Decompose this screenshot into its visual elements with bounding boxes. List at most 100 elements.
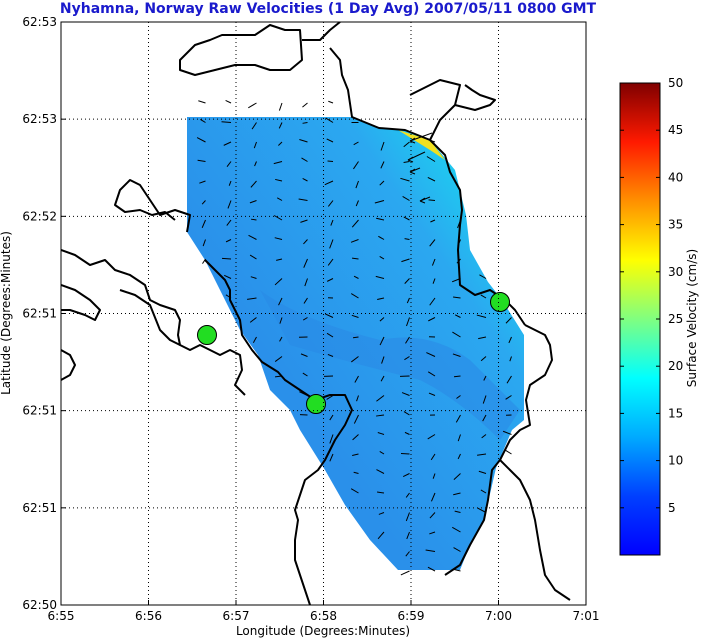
velocity-arrow	[327, 200, 334, 207]
velocity-arrow	[202, 239, 206, 247]
colorbar-ticks: 5 10 15 20 25 30 35 40 45 50	[620, 76, 683, 515]
velocity-arrow	[429, 239, 436, 247]
map-title: Nyhamna, Norway Raw Velocities (1 Day Av…	[60, 1, 597, 17]
colorbar-tick-label: 15	[668, 406, 683, 420]
velocity-arrow	[247, 297, 257, 300]
velocity-arrow	[428, 199, 436, 201]
velocity-arrow	[380, 161, 385, 169]
x-axis-ticks: 6:55 6:56 6:57 6:58 6:59 7:00 7:01	[48, 600, 599, 623]
x-tick-label: 6:57	[223, 609, 250, 623]
velocity-arrow	[426, 352, 436, 357]
velocity-arrow	[356, 395, 359, 402]
velocity-arrow	[381, 356, 385, 364]
velocity-arrow	[350, 239, 359, 243]
velocity-arrow	[478, 470, 487, 474]
velocity-arrow	[478, 336, 487, 340]
velocity-arrow	[248, 234, 257, 240]
velocity-arrow	[303, 258, 308, 268]
velocity-arrow	[378, 512, 385, 515]
velocity-arrow	[406, 297, 410, 304]
velocity-arrow	[378, 235, 385, 240]
y-tick-label: 62:53	[22, 15, 57, 29]
velocity-arrow	[452, 353, 461, 357]
velocity-arrow	[377, 432, 385, 435]
velocity-arrow	[351, 219, 359, 228]
colorbar-label: Surface Velocity (cm/s)	[685, 249, 699, 387]
velocity-arrow	[201, 200, 206, 205]
velocity-arrow	[351, 314, 359, 318]
velocity-arrow	[300, 353, 308, 357]
velocity-arrow	[453, 375, 461, 378]
plot-area	[61, 22, 586, 605]
velocity-arrow	[380, 141, 385, 151]
velocity-arrow	[225, 99, 232, 104]
x-tick-label: 6:55	[48, 609, 75, 623]
y-tick-label: 62:52	[22, 209, 57, 223]
velocity-arrow	[406, 531, 410, 540]
velocity-arrow	[432, 278, 436, 284]
y-tick-label: 62:53	[22, 112, 57, 126]
velocity-arrow	[273, 161, 283, 165]
velocity-arrow	[480, 489, 487, 494]
velocity-arrow	[224, 274, 232, 279]
site-marker	[490, 292, 510, 312]
coastline	[61, 22, 571, 605]
velocity-arrow	[379, 336, 385, 346]
colorbar-tick-label: 25	[668, 312, 683, 326]
velocity-arrow	[508, 336, 512, 344]
x-tick-label: 7:00	[485, 609, 512, 623]
velocity-arrow	[275, 178, 283, 182]
velocity-arrow	[302, 102, 308, 108]
velocity-arrow	[249, 317, 257, 323]
velocity-arrow	[504, 449, 512, 455]
velocity-arrow	[457, 434, 461, 442]
velocity-arrow	[479, 274, 487, 279]
velocity-arrow	[327, 353, 334, 357]
colorbar-gradient	[619, 82, 661, 556]
velocity-arrow	[253, 141, 257, 149]
site-markers	[197, 292, 510, 414]
velocity-arrow	[480, 294, 487, 299]
velocity-arrow	[199, 180, 206, 184]
velocity-arrow	[353, 275, 359, 279]
velocity-arrow	[404, 356, 410, 361]
velocity-arrow	[428, 317, 436, 322]
velocity-arrow	[299, 139, 308, 143]
x-tick-label: 6:59	[398, 609, 425, 623]
y-tick-label: 62:50	[22, 598, 57, 612]
velocity-arrow	[427, 434, 436, 440]
velocity-arrow	[250, 276, 257, 279]
velocity-arrow	[376, 469, 385, 474]
velocity-arrow	[376, 491, 385, 494]
velocity-arrow	[453, 473, 461, 480]
velocity-arrow	[279, 336, 283, 342]
velocity-arrow-head	[419, 197, 426, 204]
velocity-arrow	[352, 434, 359, 441]
velocity-arrow	[198, 100, 206, 104]
velocity-arrow	[274, 237, 283, 240]
velocity-arrow	[274, 278, 283, 286]
velocity-arrow	[380, 375, 385, 382]
x-tick-label: 6:58	[310, 609, 337, 623]
velocity-arrow	[353, 161, 359, 170]
velocity-arrow	[325, 313, 334, 318]
velocity-arrow	[509, 356, 512, 362]
velocity-arrow	[477, 453, 487, 456]
velocity-arrow	[455, 414, 461, 423]
velocity-arrow	[456, 395, 461, 399]
velocity-arrow	[324, 180, 334, 186]
velocity-arrow	[476, 314, 487, 318]
y-tick-label: 62:51	[22, 307, 57, 321]
velocity-arrow	[429, 512, 436, 519]
velocity-arrow	[429, 297, 436, 306]
velocity-arrow	[430, 492, 436, 502]
velocity-arrow	[326, 138, 334, 143]
velocity-arrow	[403, 161, 410, 164]
velocity-arrow	[453, 492, 461, 496]
velocity-arrow	[454, 314, 461, 318]
velocity-arrow	[325, 117, 334, 123]
velocity-arrow	[452, 526, 461, 533]
velocity-arrow-head	[409, 168, 416, 175]
velocity-arrow	[221, 257, 232, 260]
velocity-arrow	[505, 395, 512, 400]
